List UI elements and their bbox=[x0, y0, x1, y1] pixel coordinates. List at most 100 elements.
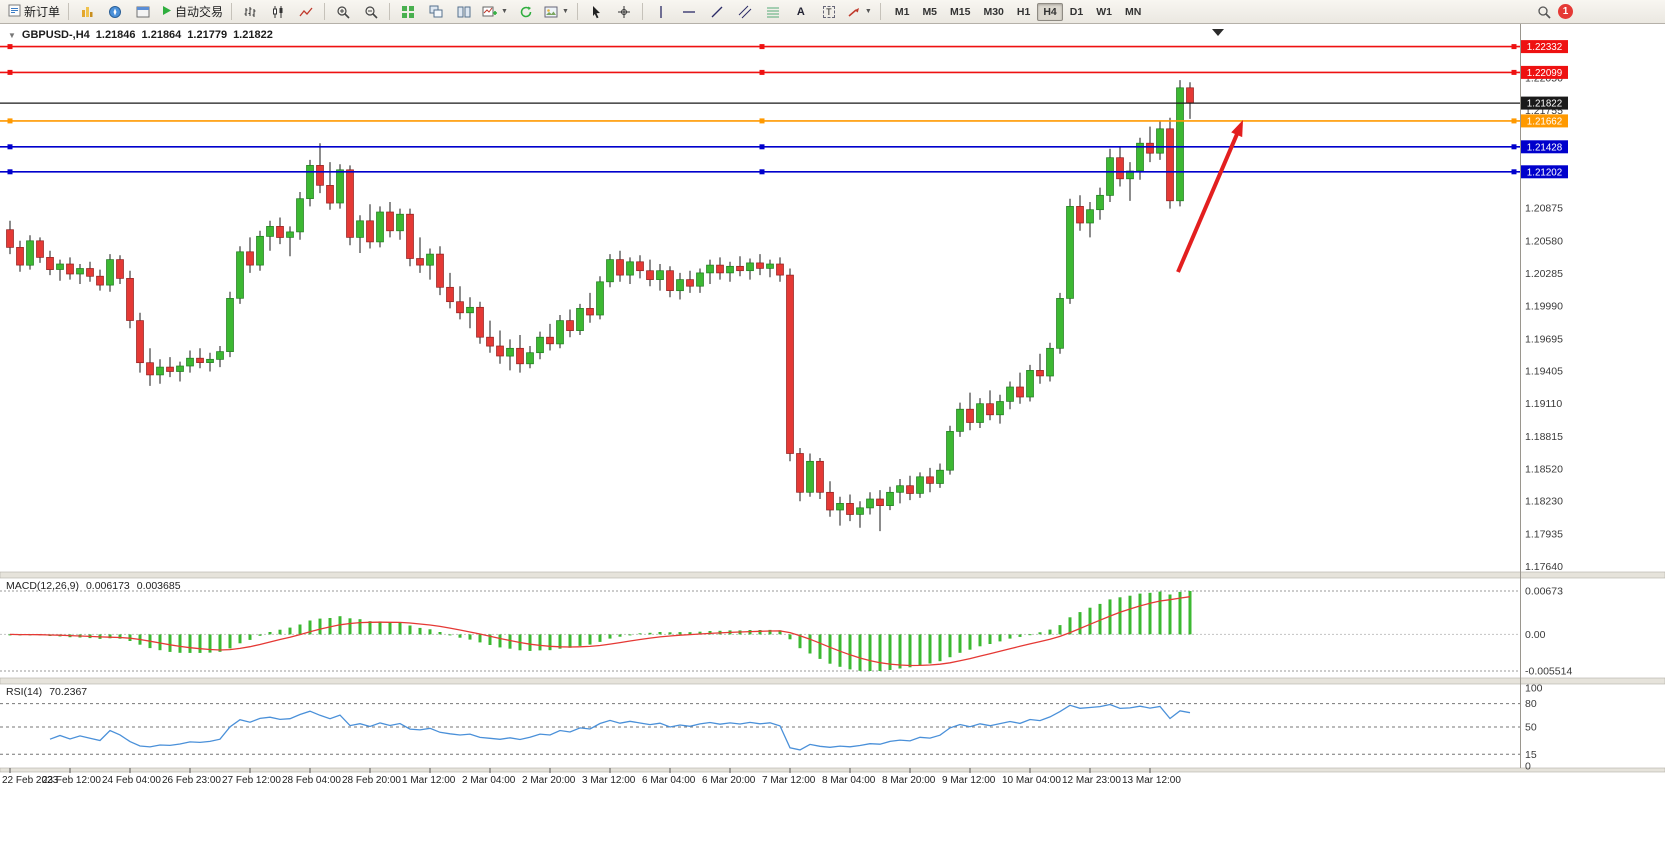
new-order-label: 新订单 bbox=[24, 5, 61, 19]
label-tool-icon[interactable]: T bbox=[815, 1, 843, 23]
terminal-icon[interactable] bbox=[129, 1, 157, 23]
panel-separator[interactable] bbox=[0, 677, 1665, 685]
candle bbox=[1166, 128, 1174, 202]
navigator-icon[interactable] bbox=[101, 1, 129, 23]
axis-label: 1.19110 bbox=[1525, 398, 1562, 410]
cursor-icon[interactable] bbox=[582, 1, 610, 23]
axis-label: 1.18815 bbox=[1525, 431, 1563, 443]
line-handle[interactable] bbox=[759, 44, 765, 50]
candle bbox=[716, 264, 724, 274]
line-handle[interactable] bbox=[1511, 169, 1517, 175]
line-handle[interactable] bbox=[1511, 69, 1517, 75]
line-handle[interactable] bbox=[759, 144, 765, 150]
trendline-tool-icon[interactable] bbox=[703, 1, 731, 23]
candle bbox=[556, 320, 564, 345]
time-axis-label: 3 Mar 12:00 bbox=[582, 775, 636, 786]
candle bbox=[536, 336, 544, 354]
candle bbox=[246, 251, 254, 266]
line-handle[interactable] bbox=[1511, 44, 1517, 50]
timeframe-m15[interactable]: M15 bbox=[950, 5, 971, 18]
candle bbox=[1096, 194, 1104, 211]
crosshair-icon[interactable] bbox=[610, 1, 638, 23]
line-handle[interactable] bbox=[759, 69, 765, 75]
candle bbox=[516, 347, 524, 365]
notification-badge[interactable]: 1 bbox=[1558, 4, 1573, 19]
candle bbox=[736, 265, 744, 272]
time-axis-label: 10 Mar 04:00 bbox=[1002, 775, 1061, 786]
timeframe-h1[interactable]: H1 bbox=[1016, 5, 1031, 18]
trend-arrow-annotation[interactable] bbox=[1176, 128, 1241, 273]
candle bbox=[646, 270, 654, 280]
candle bbox=[56, 263, 64, 270]
autotrading-button[interactable]: 自动交易 bbox=[157, 1, 227, 23]
candle bbox=[926, 476, 934, 484]
timeframe-mn[interactable]: MN bbox=[1124, 5, 1142, 18]
zoom-in-icon[interactable] bbox=[329, 1, 357, 23]
timeframe-m5[interactable]: M5 bbox=[922, 5, 938, 18]
panel-separator[interactable] bbox=[0, 767, 1665, 773]
search-icon[interactable] bbox=[1530, 1, 1558, 23]
line-handle[interactable] bbox=[7, 169, 13, 175]
candle bbox=[606, 259, 614, 283]
axis-label: 80 bbox=[1525, 698, 1537, 710]
candle bbox=[426, 253, 434, 266]
fibonacci-tool-icon[interactable] bbox=[759, 1, 787, 23]
time-axis-label: 1 Mar 12:00 bbox=[402, 775, 456, 786]
timeframe-d1[interactable]: D1 bbox=[1069, 5, 1084, 18]
line-handle[interactable] bbox=[759, 169, 765, 175]
candle bbox=[1086, 209, 1094, 224]
line-handle[interactable] bbox=[759, 118, 765, 124]
ohlc-close: 1.21822 bbox=[233, 29, 273, 41]
chart-shift-marker[interactable] bbox=[1212, 29, 1224, 36]
candlestick-chart-icon[interactable] bbox=[264, 1, 292, 23]
axis-label: 1.20875 bbox=[1525, 203, 1563, 215]
axis-label: 1.17640 bbox=[1525, 561, 1563, 573]
timeframe-group: M1 M5 M15 M30 H1 H4 D1 W1 MN bbox=[889, 2, 1147, 21]
tile-windows-icon[interactable] bbox=[394, 1, 422, 23]
zoom-out-icon[interactable] bbox=[357, 1, 385, 23]
timeframe-h4[interactable]: H4 bbox=[1037, 2, 1063, 21]
candle bbox=[1116, 157, 1124, 180]
bar-chart-icon[interactable] bbox=[236, 1, 264, 23]
timeframe-w1[interactable]: W1 bbox=[1096, 5, 1112, 18]
time-axis-label: 26 Feb 23:00 bbox=[162, 775, 221, 786]
candle bbox=[946, 431, 954, 471]
toolbar-separator bbox=[231, 3, 233, 20]
line-handle[interactable] bbox=[1511, 118, 1517, 124]
candle bbox=[406, 213, 414, 259]
candle bbox=[976, 403, 984, 423]
arrows-tool-icon[interactable]: ▼ bbox=[843, 1, 876, 23]
cascade-windows-icon[interactable] bbox=[422, 1, 450, 23]
horizontal-line-tool-icon[interactable] bbox=[675, 1, 703, 23]
new-chart-icon[interactable]: ▼ bbox=[478, 1, 512, 23]
rsi-line bbox=[49, 703, 1191, 751]
candle bbox=[36, 240, 44, 258]
channel-tool-icon[interactable] bbox=[731, 1, 759, 23]
timeframe-m30[interactable]: M30 bbox=[983, 5, 1004, 18]
line-handle[interactable] bbox=[7, 69, 13, 75]
line-handle[interactable] bbox=[7, 44, 13, 50]
autoscroll-icon[interactable] bbox=[512, 1, 540, 23]
candle bbox=[546, 336, 554, 345]
tile-vertical-icon[interactable] bbox=[450, 1, 478, 23]
new-order-button[interactable]: 新订单 bbox=[4, 1, 64, 23]
candle bbox=[106, 259, 114, 286]
line-handle[interactable] bbox=[7, 118, 13, 124]
vertical-line-tool-icon[interactable] bbox=[647, 1, 675, 23]
line-handle[interactable] bbox=[1511, 144, 1517, 150]
line-chart-icon[interactable] bbox=[292, 1, 320, 23]
ohlc-low: 1.21779 bbox=[187, 29, 228, 41]
chart-template-icon[interactable]: ▼ bbox=[540, 1, 573, 23]
ohlc-collapse-icon[interactable]: ▼ bbox=[8, 31, 16, 40]
text-tool-icon[interactable]: A bbox=[796, 5, 805, 18]
panel-separator[interactable] bbox=[0, 571, 1665, 579]
line-handle[interactable] bbox=[7, 144, 13, 150]
candle bbox=[866, 498, 874, 509]
market-watch-icon[interactable] bbox=[73, 1, 101, 23]
candle bbox=[966, 408, 974, 423]
timeframe-m1[interactable]: M1 bbox=[894, 5, 910, 18]
candle bbox=[586, 308, 594, 316]
price-badge bbox=[1521, 65, 1568, 79]
candle bbox=[136, 320, 144, 364]
